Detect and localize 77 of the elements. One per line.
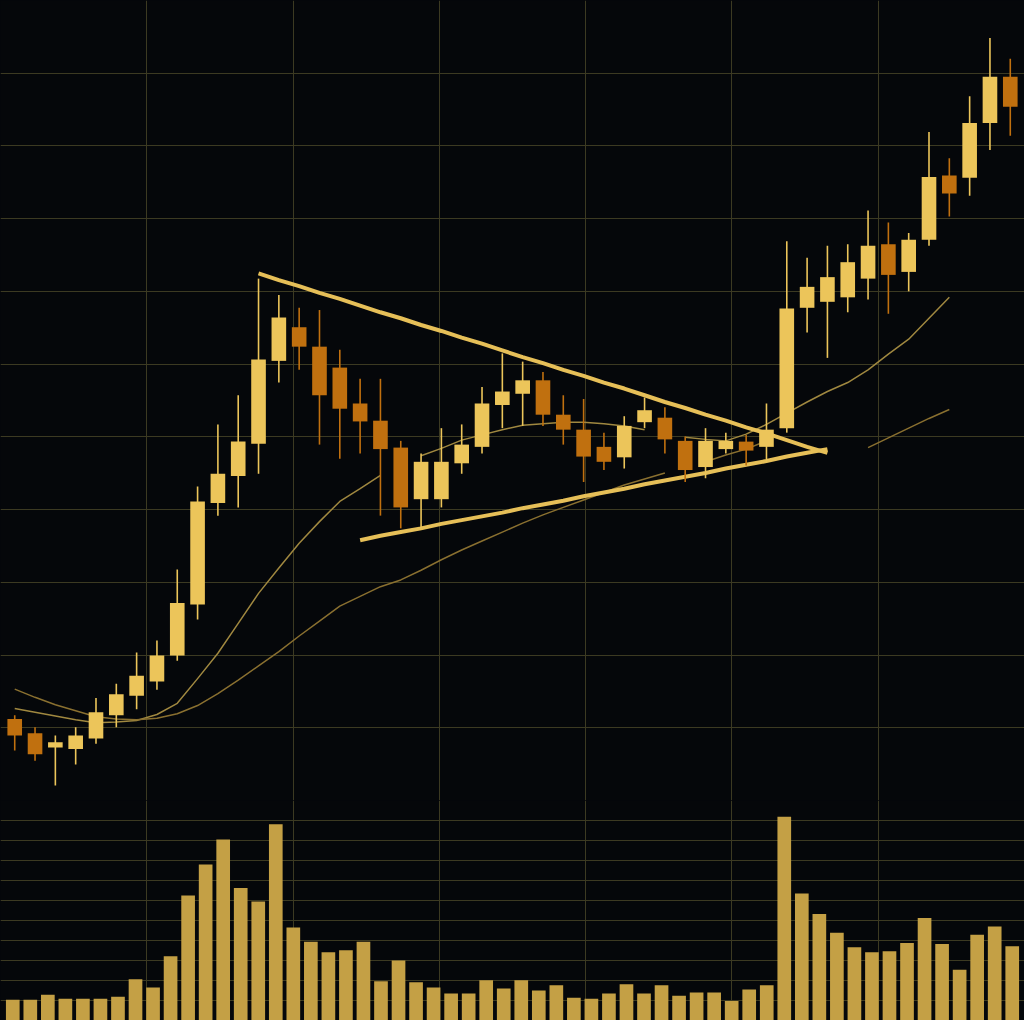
bar [724,1000,739,1020]
bar [970,934,984,1020]
bar [426,987,441,1020]
bar [496,988,511,1020]
bar [76,998,90,1020]
candlestick [129,651,144,711]
candlestick [799,256,815,334]
bar [374,981,388,1020]
bar [391,960,406,1020]
bar [619,984,634,1020]
bar [987,926,1002,1020]
candlestick [7,714,23,752]
bar [777,816,792,1020]
bar [5,999,20,1020]
bar [812,913,827,1020]
bar [181,895,195,1020]
bar [356,941,371,1020]
candlestick [109,683,124,729]
bar [567,997,581,1020]
candlestick [637,396,652,429]
bar [830,932,844,1020]
bar [251,901,266,1020]
candlestick [495,352,510,429]
bar [689,992,704,1020]
candlestick [718,431,734,455]
bar [935,943,949,1020]
bar [900,942,914,1020]
bar [111,996,125,1020]
bar [637,993,651,1020]
candlestick [596,431,612,471]
candlestick [48,734,63,787]
bar [672,995,686,1020]
bar [93,998,108,1020]
bar [198,864,213,1020]
bar [882,951,897,1020]
candlestick [352,378,368,455]
bar [917,918,932,1020]
candlestick [738,434,754,467]
candlestick [68,726,83,766]
bar [146,987,160,1020]
candlestick [555,394,571,446]
bar [23,999,38,1020]
bar [654,985,669,1020]
candlestick [942,157,957,218]
bar [531,990,546,1020]
bar [479,980,494,1020]
bar [444,993,458,1020]
bar [794,893,809,1020]
bar [233,888,248,1020]
bar [409,982,423,1020]
bar [216,839,231,1020]
bar [339,950,353,1020]
bar [742,989,757,1020]
bar [952,969,967,1020]
bar [163,956,178,1020]
bar [602,993,616,1020]
bar [321,952,336,1020]
bar [584,998,599,1020]
candlestick [454,423,470,475]
bar [286,927,301,1020]
bar [707,992,721,1020]
candlestick [291,306,307,371]
bar [847,947,862,1020]
bar [268,824,283,1020]
bar [128,979,143,1020]
bar [41,994,55,1020]
bar [865,952,879,1020]
bar [461,993,476,1020]
bar [58,998,73,1020]
bar [514,980,529,1020]
candlestick [657,406,673,455]
candlestick [515,360,530,427]
bar [304,941,318,1020]
candlestick [27,726,43,762]
bar [1005,946,1020,1020]
bar [549,985,564,1020]
bar [759,985,774,1020]
